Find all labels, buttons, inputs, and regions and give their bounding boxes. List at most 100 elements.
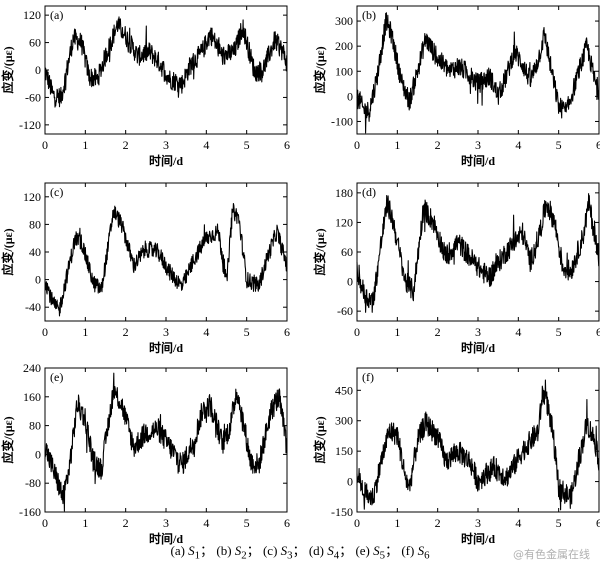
signal-line-d	[356, 193, 600, 313]
x-tick-label: 2	[435, 516, 441, 530]
x-tick-label: 6	[284, 138, 290, 152]
x-axis-label: 时间/d	[461, 531, 495, 546]
x-tick-label: 2	[435, 325, 441, 339]
panel-label: (a)	[50, 8, 63, 22]
y-tick-label: 180	[335, 186, 353, 200]
panel-label: (f)	[362, 370, 374, 384]
y-tick-label: -60	[337, 304, 353, 318]
x-tick-label: 5	[244, 138, 250, 152]
x-tick-label: 0	[42, 138, 48, 152]
x-tick-label: 5	[556, 516, 562, 530]
y-axis-label: 应变/(με)	[312, 46, 327, 93]
y-axis-label: 应变/(με)	[312, 228, 327, 275]
x-tick-label: 0	[42, 325, 48, 339]
y-tick-label: 150	[335, 444, 353, 458]
x-tick-label: 3	[163, 138, 169, 152]
panel-label: (b)	[362, 8, 376, 22]
y-tick-label: 0	[347, 475, 353, 489]
x-axis-label: 时间/d	[149, 340, 183, 355]
panel-label: (d)	[362, 185, 376, 199]
y-axis-label: 应变/(με)	[0, 46, 15, 93]
signal-line-a	[44, 16, 288, 108]
y-tick-label: 40	[29, 245, 41, 259]
y-tick-label: 300	[335, 414, 353, 428]
caption-item-a: (a) S1；	[170, 543, 214, 562]
y-tick-label: 60	[29, 36, 41, 50]
panel-label: (c)	[50, 185, 63, 199]
x-tick-label: 4	[515, 138, 521, 152]
y-tick-label: 240	[23, 361, 41, 375]
x-tick-label: 4	[515, 516, 521, 530]
x-tick-label: 1	[394, 325, 400, 339]
y-axis-label: 应变/(με)	[0, 416, 15, 463]
y-tick-label: -100	[331, 114, 353, 128]
x-tick-label: 6	[596, 325, 600, 339]
y-axis-label: 应变/(με)	[312, 416, 327, 463]
y-tick-label: 120	[23, 8, 41, 22]
x-tick-label: 1	[394, 516, 400, 530]
watermark: @有色金属在线	[513, 548, 590, 561]
x-tick-label: 1	[82, 138, 88, 152]
signal-line-f	[356, 379, 600, 511]
x-tick-label: 2	[123, 138, 129, 152]
x-axis-label: 时间/d	[149, 153, 183, 168]
x-tick-label: 2	[123, 325, 129, 339]
x-tick-label: 6	[284, 516, 290, 530]
x-tick-label: 6	[596, 516, 600, 530]
y-tick-label: -40	[25, 300, 41, 314]
x-tick-label: 1	[82, 516, 88, 530]
x-tick-label: 6	[284, 325, 290, 339]
y-tick-label: 0	[347, 275, 353, 289]
y-tick-label: -160	[19, 505, 41, 519]
chart-panel-e: 0 1 2 3 4 5 6 -160 -80 0 80 160 240 (e) 时间/d 应变/(με)	[0, 361, 290, 546]
x-tick-label: 0	[42, 516, 48, 530]
x-tick-label: 3	[475, 516, 481, 530]
x-tick-label: 6	[596, 138, 600, 152]
y-tick-label: 0	[347, 89, 353, 103]
y-axis-label: 应变/(με)	[0, 228, 15, 275]
caption-item-f: (f) S6	[401, 543, 430, 562]
x-tick-label: 5	[556, 138, 562, 152]
y-tick-label: 80	[29, 217, 41, 231]
y-tick-label: 100	[335, 64, 353, 78]
x-tick-label: 3	[163, 516, 169, 530]
x-tick-label: 4	[515, 325, 521, 339]
x-tick-label: 2	[123, 516, 129, 530]
panel-label: (e)	[50, 370, 63, 384]
x-tick-label: 4	[203, 516, 209, 530]
x-tick-label: 3	[475, 325, 481, 339]
signal-line-c	[44, 202, 288, 317]
caption-item-e: (e) S5；	[355, 543, 399, 562]
x-tick-label: 4	[203, 138, 209, 152]
y-tick-label: -80	[25, 476, 41, 490]
y-tick-label: 300	[335, 14, 353, 28]
figure-caption: (a) S1； (b) S2； (c) S3； (d) S4； (e) S5； …	[0, 540, 600, 562]
x-tick-label: 5	[244, 325, 250, 339]
y-tick-label: 120	[23, 190, 41, 204]
x-tick-label: 1	[394, 138, 400, 152]
caption-item-b: (b) S2；	[216, 543, 260, 562]
y-tick-label: -60	[25, 90, 41, 104]
x-tick-label: 0	[354, 138, 360, 152]
plot-frame-c	[44, 182, 288, 322]
x-axis-label: 时间/d	[461, 340, 495, 355]
caption-item-d: (d) S4；	[308, 543, 353, 562]
x-tick-label: 4	[203, 325, 209, 339]
y-tick-label: 200	[335, 39, 353, 53]
x-tick-label: 0	[354, 516, 360, 530]
x-tick-label: 5	[556, 325, 562, 339]
x-tick-label: 5	[244, 516, 250, 530]
y-tick-label: 120	[335, 215, 353, 229]
y-tick-label: 450	[335, 383, 353, 397]
y-tick-label: -150	[331, 505, 353, 519]
x-axis-label: 时间/d	[461, 153, 495, 168]
signal-line-e	[44, 372, 288, 512]
y-tick-label: 0	[35, 447, 41, 461]
plot-frame-d	[356, 182, 600, 322]
signal-line-b	[356, 12, 600, 134]
x-tick-label: 0	[354, 325, 360, 339]
